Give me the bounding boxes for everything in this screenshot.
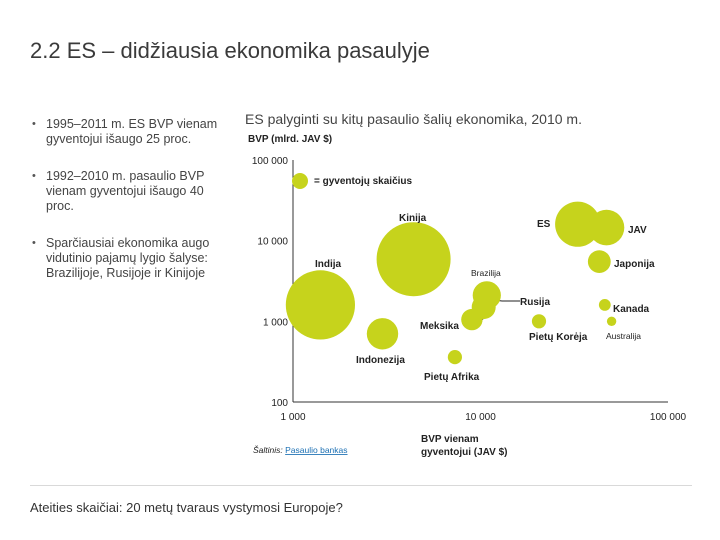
point-label-pietu-afrika: Pietų Afrika [424, 372, 480, 383]
bubble-kanada [598, 299, 611, 311]
point-label-kanada: Kanada [613, 304, 650, 315]
footer-divider [30, 485, 692, 486]
y-tick-label: 10 000 [257, 237, 288, 248]
bubble-kinija [376, 222, 451, 297]
point-label-japonija: Japonija [614, 259, 655, 270]
x-axis-label-line1: BVP vienam [421, 434, 479, 445]
bullet-item: Sparčiausiai ekonomika augo vidutinio pa… [30, 236, 230, 281]
y-axis-label: BVP (mlrd. JAV $) [248, 134, 332, 145]
y-tick-label: 100 000 [252, 156, 289, 167]
x-axis-label-line2: gyventojui (JAV $) [421, 447, 508, 458]
x-tick-label: 10 000 [465, 412, 496, 423]
x-tick-label: 100 000 [650, 412, 687, 423]
bubble-pietu-koreja [531, 314, 547, 329]
point-label-rusija: Rusija [520, 297, 550, 308]
point-label-meksika: Meksika [420, 321, 459, 332]
point-label-brazilija: Brazilija [471, 268, 501, 278]
source-note: Šaltinis: Pasaulio bankas [253, 445, 348, 455]
bubble-indonezija [366, 318, 399, 350]
point-label-es: ES [537, 219, 551, 230]
source-prefix: Šaltinis: [253, 445, 283, 455]
point-label-kinija: Kinija [399, 213, 427, 224]
bubble-indija [285, 270, 355, 340]
bubble-japonija [587, 250, 611, 273]
bubble-legend-marker [292, 173, 308, 189]
footer-text: Ateities skaičiai: 20 metų tvaraus vysty… [30, 500, 343, 515]
bubble-series [285, 201, 625, 365]
bubble-es [555, 201, 601, 247]
point-label-pietu-koreja: Pietų Korėja [529, 332, 588, 343]
source-link[interactable]: Pasaulio bankas [285, 445, 347, 455]
x-tick-labels: 1 000 10 000 100 000 [280, 412, 686, 423]
bubble-meksika [461, 308, 483, 331]
bubble-jav [588, 209, 625, 246]
point-label-australija: Australija [606, 331, 641, 341]
y-tick-labels: 100 1 000 10 000 100 000 [252, 156, 289, 409]
bullet-list: 1995–2011 m. ES BVP vienam gyventojui iš… [30, 117, 230, 303]
slide-title: 2.2 ES – didžiausia ekonomika pasaulyje [30, 38, 430, 63]
bubble-pietu-afrika [447, 350, 462, 365]
point-label-indonezija: Indonezija [356, 355, 405, 366]
bubble-australija [606, 316, 617, 326]
y-tick-label: 1 000 [263, 317, 288, 328]
x-axis-label: BVP vienam gyventojui (JAV $) [421, 434, 508, 458]
y-tick-label: 100 [271, 398, 288, 409]
bullet-item: 1995–2011 m. ES BVP vienam gyventojui iš… [30, 117, 230, 147]
point-label-jav: JAV [628, 225, 647, 236]
x-tick-label: 1 000 [280, 412, 305, 423]
bubble-legend-label: = gyventojų skaičius [314, 176, 413, 187]
point-labels: Kinija Indija ES JAV Japonija Brazilija … [315, 213, 655, 383]
point-label-indija: Indija [315, 259, 342, 270]
bullet-item: 1992–2010 m. pasaulio BVP vienam gyvento… [30, 169, 230, 214]
chart-title: ES palyginti su kitų pasaulio šalių ekon… [245, 111, 582, 127]
